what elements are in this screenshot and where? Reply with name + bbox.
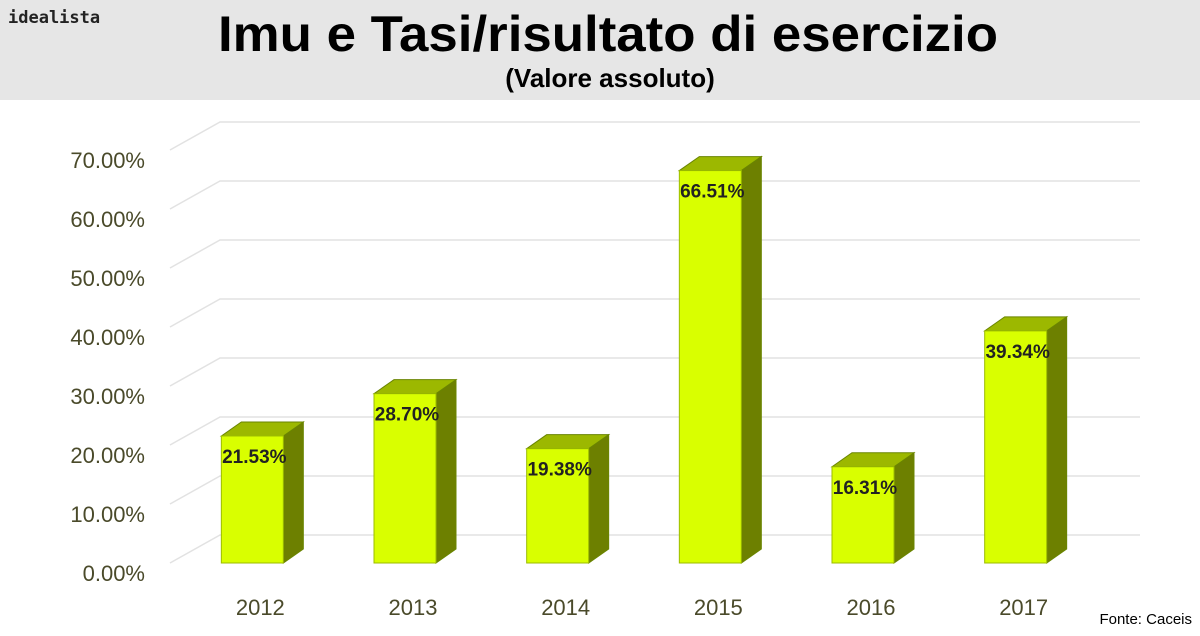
x-tick-label: 2012	[236, 595, 285, 620]
y-tick-label: 20.00%	[70, 443, 145, 468]
x-tick-label: 2016	[847, 595, 896, 620]
chart-subtitle: (Valore assoluto)	[505, 63, 715, 93]
bar-side	[282, 421, 304, 564]
y-tick-label: 40.00%	[70, 325, 145, 350]
bar	[831, 466, 895, 564]
y-tick-label: 10.00%	[70, 502, 145, 527]
bar-side	[893, 451, 915, 564]
value-label: 19.38%	[527, 460, 592, 481]
bar-side	[740, 155, 762, 564]
x-tick-label: 2017	[999, 595, 1048, 620]
grid-line	[169, 298, 1140, 328]
grid-line	[169, 416, 1140, 446]
y-tick-label: 0.00%	[83, 561, 145, 586]
value-label: 21.53%	[222, 447, 287, 468]
value-label: 66.51%	[680, 182, 745, 203]
header-band	[0, 0, 1200, 100]
grid-line	[169, 180, 1140, 210]
y-tick-label: 30.00%	[70, 384, 145, 409]
bar-side	[588, 433, 610, 564]
x-tick-label: 2013	[389, 595, 438, 620]
bar	[984, 330, 1048, 564]
bar	[220, 435, 284, 564]
bar	[373, 393, 437, 564]
grid-line	[169, 121, 1140, 151]
value-label: 39.34%	[985, 342, 1050, 363]
value-label: 28.70%	[375, 405, 440, 426]
y-tick-label: 50.00%	[70, 266, 145, 291]
source: Fonte: Caceis	[1099, 611, 1192, 628]
grid-line	[169, 239, 1140, 269]
grid-line	[169, 357, 1140, 387]
value-label: 16.31%	[833, 478, 898, 499]
chart-title: Imu e Tasi/risultato di esercizio	[218, 6, 998, 62]
bar	[526, 448, 590, 564]
x-tick-label: 2014	[541, 595, 590, 620]
bar	[678, 170, 742, 564]
y-tick-label: 60.00%	[70, 207, 145, 232]
y-tick-label: 70.00%	[70, 148, 145, 173]
brand: idealista	[8, 8, 100, 28]
x-tick-label: 2015	[694, 595, 743, 620]
